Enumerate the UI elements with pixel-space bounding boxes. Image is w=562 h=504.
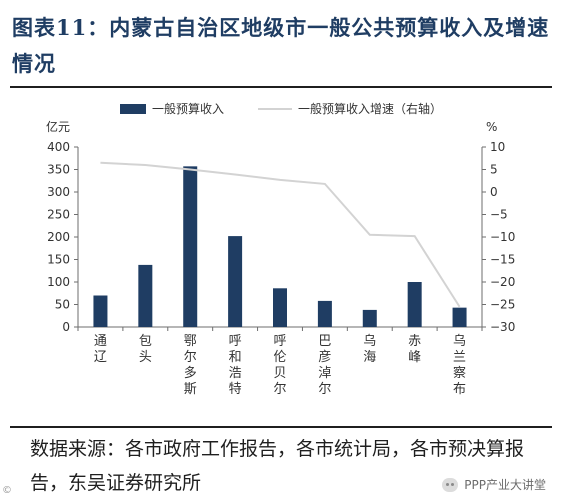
category-label: 巴彦淖尔 (318, 334, 331, 397)
corner-mark: © (2, 485, 12, 496)
y-right-tick-label: −25 (490, 298, 515, 312)
combo-chart: 一般预算收入 一般预算收入增速（右轴） 亿元 %050100150200250300… (46, 101, 515, 397)
line-series (100, 161, 461, 308)
y-left-tick-label: 400 (47, 140, 70, 154)
category-label: 乌海 (363, 333, 376, 365)
bar (183, 166, 198, 327)
category-label: 乌兰察布 (453, 333, 466, 397)
bar (407, 282, 422, 327)
watermark-text: PPP产业大讲堂 (464, 478, 546, 492)
y-right-tick-label: −5 (490, 208, 508, 222)
source-note: 数据来源：各市政府工作报告，各市统计局，各市预决算报告，东吴证券研究所 (30, 438, 525, 494)
chat-bubble-icon (442, 477, 459, 492)
growth-line (100, 161, 461, 308)
category-label: 赤峰 (408, 334, 421, 365)
category-label: 呼和浩特 (229, 334, 242, 397)
y-right-tick-label: 0 (490, 185, 498, 199)
y-left-tick-label: 0 (62, 320, 70, 334)
y-right-tick-label: −30 (490, 320, 515, 334)
category-label: 呼伦贝尔 (273, 334, 286, 397)
bar (138, 264, 153, 327)
bar (362, 309, 377, 327)
y-left-tick-label: 250 (47, 208, 70, 222)
legend-line-label: 一般预算收入增速（右轴） (298, 101, 442, 116)
bottom-divider (10, 426, 552, 428)
y-left-tick-label: 100 (47, 275, 70, 289)
watermark: PPP产业大讲堂 (438, 475, 550, 494)
y-left-tick-label: 300 (47, 185, 70, 199)
y-left-tick-label: 350 (47, 163, 70, 177)
y-right-tick-label: 5 (490, 163, 498, 177)
y-left-unit: 亿元 (46, 119, 70, 134)
bar (452, 307, 467, 327)
y-right-tick-label: −20 (490, 275, 515, 289)
y-right-unit: % (486, 120, 497, 134)
y-left-tick-label: 200 (47, 230, 70, 244)
bar (273, 288, 287, 327)
y-left-tick-label: 50 (55, 298, 70, 312)
y-left-tick-label: 150 (47, 253, 70, 267)
legend-bar-label: 一般预算收入 (152, 101, 224, 116)
bar (317, 300, 332, 327)
legend-bar-swatch (120, 104, 146, 114)
category-labels: 通辽 包头 鄂尔多斯 呼和浩特 呼伦贝尔 巴彦淖尔 乌海 赤峰 乌兰察布 (94, 333, 466, 397)
y-right-tick-label: −10 (490, 230, 515, 244)
y-right-tick-label: 10 (490, 140, 505, 154)
bar (228, 236, 243, 327)
page-title: 图表11：内蒙古自治区地级市一般公共预算收入及增速情况 (12, 15, 550, 76)
bar (93, 295, 108, 327)
category-label: 通辽 (94, 334, 107, 365)
y-right-tick-label: −15 (490, 253, 515, 267)
category-label: 包头 (139, 334, 152, 365)
category-label: 鄂尔多斯 (184, 334, 197, 397)
chart-legend: 一般预算收入 一般预算收入增速（右轴） (120, 101, 442, 116)
bar-series (93, 166, 467, 327)
top-divider (10, 86, 552, 88)
